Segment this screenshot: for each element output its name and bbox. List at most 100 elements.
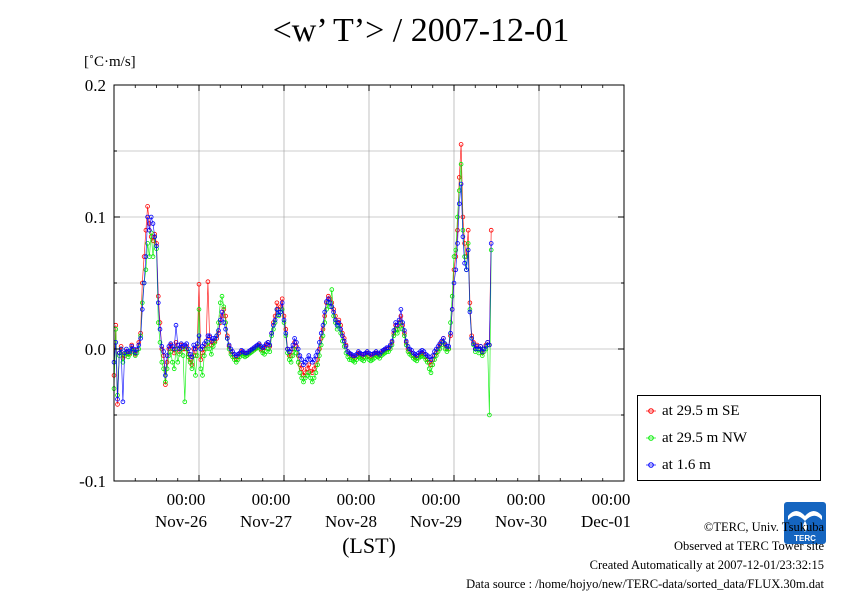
data-point (329, 287, 335, 292)
data-point (216, 328, 221, 333)
data-point (453, 267, 459, 273)
data-point (465, 227, 471, 233)
data-point (428, 370, 434, 376)
data-point (163, 373, 168, 378)
legend-entry-nw: at 29.5 m NW (646, 428, 747, 448)
data-point (297, 370, 303, 376)
data-point (331, 309, 336, 315)
data-point (448, 330, 453, 336)
data-point (391, 333, 397, 339)
series-line-2 (113, 183, 492, 402)
data-point (488, 227, 494, 233)
y-tick-label: 0.2 (85, 76, 106, 95)
data-point (320, 322, 326, 328)
x-tick-time: 00:00 (422, 490, 461, 509)
data-point (394, 330, 400, 336)
data-point (394, 322, 400, 328)
data-point (205, 333, 211, 339)
data-point (279, 300, 285, 306)
data-point (223, 326, 228, 332)
data-point (311, 366, 317, 372)
data-point (193, 346, 198, 352)
x-tick-date: Nov-30 (495, 512, 547, 531)
data-point (313, 353, 319, 358)
data-point (267, 342, 273, 348)
x-axis-label: (LST) (342, 533, 396, 558)
x-tick-date: Nov-29 (410, 512, 462, 531)
data-point (460, 234, 466, 240)
data-point (451, 254, 457, 259)
data-point (469, 336, 475, 341)
data-point (444, 344, 450, 349)
data-point (290, 353, 296, 358)
data-point (157, 326, 163, 332)
data-point (458, 181, 464, 187)
data-point (189, 366, 195, 372)
data-point (327, 300, 333, 306)
data-point (274, 307, 280, 312)
legend-label-16m: at 1.6 m (662, 456, 711, 473)
data-point (154, 243, 159, 249)
data-point (304, 366, 310, 372)
y-tick-label: 0.1 (85, 208, 106, 227)
data-point (152, 234, 158, 240)
data-point (299, 366, 305, 372)
data-point (402, 328, 407, 333)
credit-created: Created Automatically at 2007-12-01/23:3… (589, 558, 824, 572)
data-point (189, 354, 195, 360)
data-point (295, 346, 301, 352)
data-point (133, 350, 138, 356)
data-point (458, 142, 464, 147)
data-point (343, 344, 349, 349)
data-point (218, 317, 223, 323)
data-point (313, 370, 319, 376)
data-point (288, 346, 294, 352)
data-point (143, 254, 149, 259)
data-point (338, 326, 344, 332)
data-point (163, 382, 168, 387)
data-point (318, 330, 324, 336)
x-tick-date: Nov-28 (325, 512, 377, 531)
x-tick-time: 00:00 (252, 490, 291, 509)
data-point (218, 300, 223, 306)
data-point (317, 340, 322, 345)
data-point (398, 307, 404, 312)
data-point (449, 307, 455, 312)
data-point (455, 227, 460, 233)
terc-logo: TERC (784, 502, 826, 544)
data-point (430, 353, 436, 358)
data-point (207, 333, 212, 339)
data-point (306, 370, 312, 376)
data-point (184, 341, 189, 347)
credit-site: Observed at TERC Tower site (673, 539, 824, 553)
legend: at 29.5 m SE at 29.5 m NW at 1.6 m (637, 395, 821, 481)
data-point (271, 322, 276, 328)
data-point (396, 317, 402, 323)
data-point (156, 320, 161, 325)
data-point (467, 309, 473, 315)
data-point (145, 204, 150, 209)
data-point (446, 344, 452, 349)
data-point (168, 349, 174, 354)
data-point (465, 247, 471, 253)
legend-marker-16m (648, 462, 654, 468)
data-point (487, 342, 492, 348)
data-point (194, 353, 200, 358)
data-point (196, 307, 202, 312)
x-tick-date: Dec-01 (581, 512, 631, 531)
data-point (219, 293, 225, 299)
data-point (186, 346, 191, 352)
data-point (143, 267, 149, 273)
x-tick-time: 00:00 (337, 490, 376, 509)
data-point (426, 366, 432, 372)
data-point (274, 300, 280, 306)
data-point (187, 359, 193, 365)
data-point (207, 346, 212, 352)
data-point (117, 350, 122, 356)
data-point (315, 362, 320, 368)
data-point (301, 379, 306, 385)
data-point (164, 353, 170, 358)
data-point (157, 340, 163, 345)
data-point (209, 351, 214, 357)
x-tick-time: 00:00 (167, 490, 206, 509)
